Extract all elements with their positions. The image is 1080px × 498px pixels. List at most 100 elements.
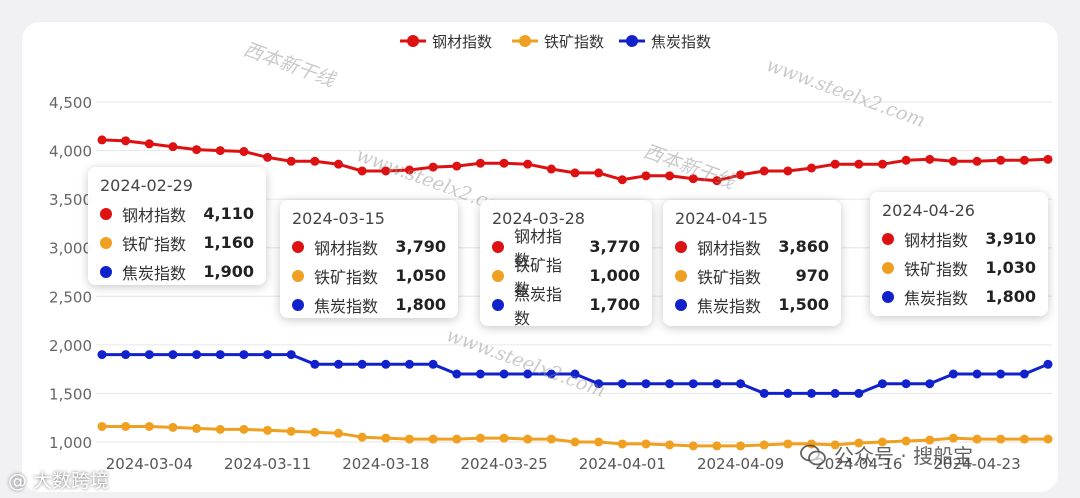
legend-item[interactable]: 焦炭指数 — [619, 33, 711, 51]
data-point[interactable] — [1043, 154, 1053, 164]
data-point[interactable] — [783, 388, 793, 398]
data-point[interactable] — [594, 168, 604, 178]
data-point[interactable] — [948, 369, 958, 379]
data-point[interactable] — [925, 379, 935, 389]
data-point[interactable] — [334, 159, 343, 169]
data-point[interactable] — [121, 350, 131, 360]
data-point[interactable] — [948, 433, 958, 443]
data-point[interactable] — [783, 439, 793, 449]
data-point[interactable] — [404, 359, 414, 369]
data-point[interactable] — [475, 158, 485, 168]
data-point[interactable] — [972, 434, 982, 444]
data-point[interactable] — [381, 166, 391, 176]
data-point[interactable] — [499, 433, 509, 443]
data-point[interactable] — [310, 427, 320, 437]
data-point[interactable] — [452, 161, 462, 171]
data-point[interactable] — [688, 379, 698, 389]
data-point[interactable] — [570, 168, 580, 178]
data-point[interactable] — [570, 437, 580, 447]
data-point[interactable] — [215, 424, 225, 434]
data-point[interactable] — [334, 359, 343, 369]
data-point[interactable] — [759, 166, 769, 176]
data-point[interactable] — [263, 152, 273, 162]
data-point[interactable] — [830, 388, 840, 398]
data-point[interactable] — [854, 388, 864, 398]
data-point[interactable] — [617, 175, 627, 185]
data-point[interactable] — [1019, 434, 1029, 444]
data-point[interactable] — [830, 159, 840, 169]
data-point[interactable] — [381, 433, 391, 443]
data-point[interactable] — [641, 171, 651, 181]
data-point[interactable] — [144, 350, 154, 360]
data-point[interactable] — [570, 369, 580, 379]
data-point[interactable] — [263, 350, 273, 360]
data-point[interactable] — [286, 350, 296, 360]
data-point[interactable] — [688, 441, 698, 451]
data-point[interactable] — [688, 174, 698, 184]
data-point[interactable] — [239, 147, 249, 157]
legend-item[interactable]: 钢材指数 — [400, 33, 492, 51]
data-point[interactable] — [925, 435, 935, 445]
data-point[interactable] — [97, 421, 107, 431]
data-point[interactable] — [546, 369, 556, 379]
data-point[interactable] — [665, 379, 675, 389]
data-point[interactable] — [144, 421, 154, 431]
data-point[interactable] — [144, 139, 154, 149]
data-point[interactable] — [428, 434, 438, 444]
data-point[interactable] — [712, 379, 722, 389]
data-point[interactable] — [239, 424, 249, 434]
data-point[interactable] — [854, 159, 864, 169]
data-point[interactable] — [759, 440, 769, 450]
data-point[interactable] — [972, 369, 982, 379]
data-point[interactable] — [239, 350, 249, 360]
data-point[interactable] — [665, 171, 675, 181]
data-point[interactable] — [901, 155, 911, 165]
data-point[interactable] — [192, 423, 202, 433]
data-point[interactable] — [901, 379, 911, 389]
data-point[interactable] — [499, 158, 509, 168]
data-point[interactable] — [215, 350, 225, 360]
data-point[interactable] — [523, 434, 533, 444]
data-point[interactable] — [310, 359, 320, 369]
data-point[interactable] — [97, 350, 107, 360]
data-point[interactable] — [736, 379, 746, 389]
data-point[interactable] — [523, 369, 533, 379]
data-point[interactable] — [736, 170, 746, 180]
data-point[interactable] — [546, 164, 556, 174]
data-point[interactable] — [428, 162, 438, 172]
data-point[interactable] — [901, 436, 911, 446]
data-point[interactable] — [215, 146, 225, 156]
data-point[interactable] — [475, 369, 485, 379]
data-point[interactable] — [712, 441, 722, 451]
data-point[interactable] — [357, 359, 367, 369]
data-point[interactable] — [168, 142, 178, 152]
data-point[interactable] — [594, 437, 604, 447]
data-point[interactable] — [404, 165, 414, 175]
data-point[interactable] — [357, 432, 367, 442]
data-point[interactable] — [759, 388, 769, 398]
data-point[interactable] — [263, 425, 273, 435]
data-point[interactable] — [452, 434, 462, 444]
data-point[interactable] — [475, 433, 485, 443]
data-point[interactable] — [712, 176, 722, 186]
data-point[interactable] — [334, 428, 343, 438]
data-point[interactable] — [807, 388, 816, 398]
data-point[interactable] — [97, 135, 107, 145]
data-point[interactable] — [641, 379, 651, 389]
data-point[interactable] — [996, 369, 1006, 379]
data-point[interactable] — [1019, 155, 1029, 165]
data-point[interactable] — [736, 441, 746, 451]
data-point[interactable] — [404, 434, 414, 444]
data-point[interactable] — [854, 438, 864, 448]
data-point[interactable] — [452, 369, 462, 379]
data-point[interactable] — [1043, 359, 1053, 369]
data-point[interactable] — [594, 379, 604, 389]
data-point[interactable] — [1043, 434, 1053, 444]
data-point[interactable] — [192, 145, 202, 155]
data-point[interactable] — [1019, 369, 1029, 379]
data-point[interactable] — [925, 154, 935, 164]
data-point[interactable] — [783, 166, 793, 176]
data-point[interactable] — [357, 166, 367, 176]
data-point[interactable] — [499, 369, 509, 379]
data-point[interactable] — [121, 421, 131, 431]
